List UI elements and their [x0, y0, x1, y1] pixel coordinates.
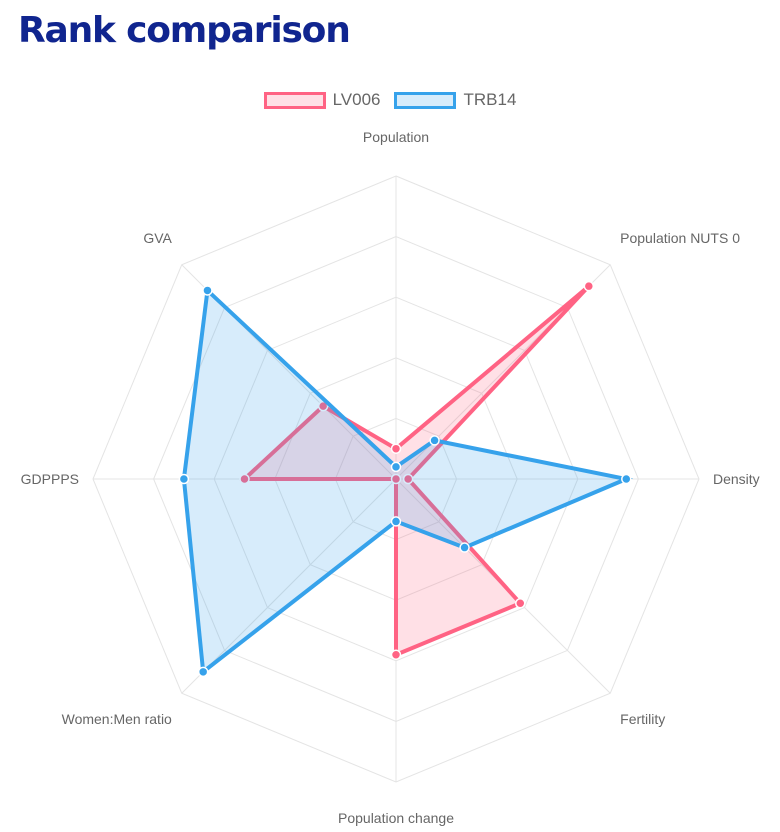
data-point-trb14 [197, 666, 209, 678]
data-point-trb14 [621, 473, 632, 485]
data-point-lv006 [515, 598, 526, 609]
axis-label: Population [363, 129, 429, 145]
axis-label: Density [713, 471, 760, 487]
data-point-lv006 [583, 280, 595, 292]
axis-label: Population NUTS 0 [620, 230, 740, 246]
data-point-trb14 [429, 435, 440, 446]
legend-item-trb14[interactable]: TRB14 [394, 90, 516, 110]
data-point-lv006 [390, 443, 402, 454]
legend-swatch-lv006 [263, 91, 326, 109]
data-point-trb14 [202, 285, 213, 296]
chart-legend: LV006 TRB14 [0, 86, 780, 114]
axis-label: Fertility [620, 711, 665, 727]
axis-label: Women:Men ratio [62, 711, 172, 727]
data-point-trb14 [178, 473, 190, 485]
data-point-trb14 [390, 516, 402, 527]
page-title: Rank comparison [18, 10, 351, 51]
axis-spoke [181, 478, 397, 694]
legend-label-lv006: LV006 [332, 90, 381, 109]
data-point-trb14 [390, 461, 402, 473]
data-point-lv006 [239, 473, 250, 485]
data-point-lv006 [390, 649, 402, 660]
data-point-lv006 [402, 473, 414, 485]
data-point-trb14 [459, 542, 470, 553]
legend-swatch-trb14 [394, 91, 457, 109]
data-point-lv006 [390, 473, 402, 485]
axis-label: Population change [338, 810, 454, 826]
data-point-lv006 [317, 400, 329, 412]
legend-label-trb14: TRB14 [463, 90, 517, 109]
axis-label: GDPPPS [21, 471, 79, 487]
axis-label: GVA [143, 230, 172, 246]
legend-item-lv006[interactable]: LV006 [263, 90, 381, 110]
